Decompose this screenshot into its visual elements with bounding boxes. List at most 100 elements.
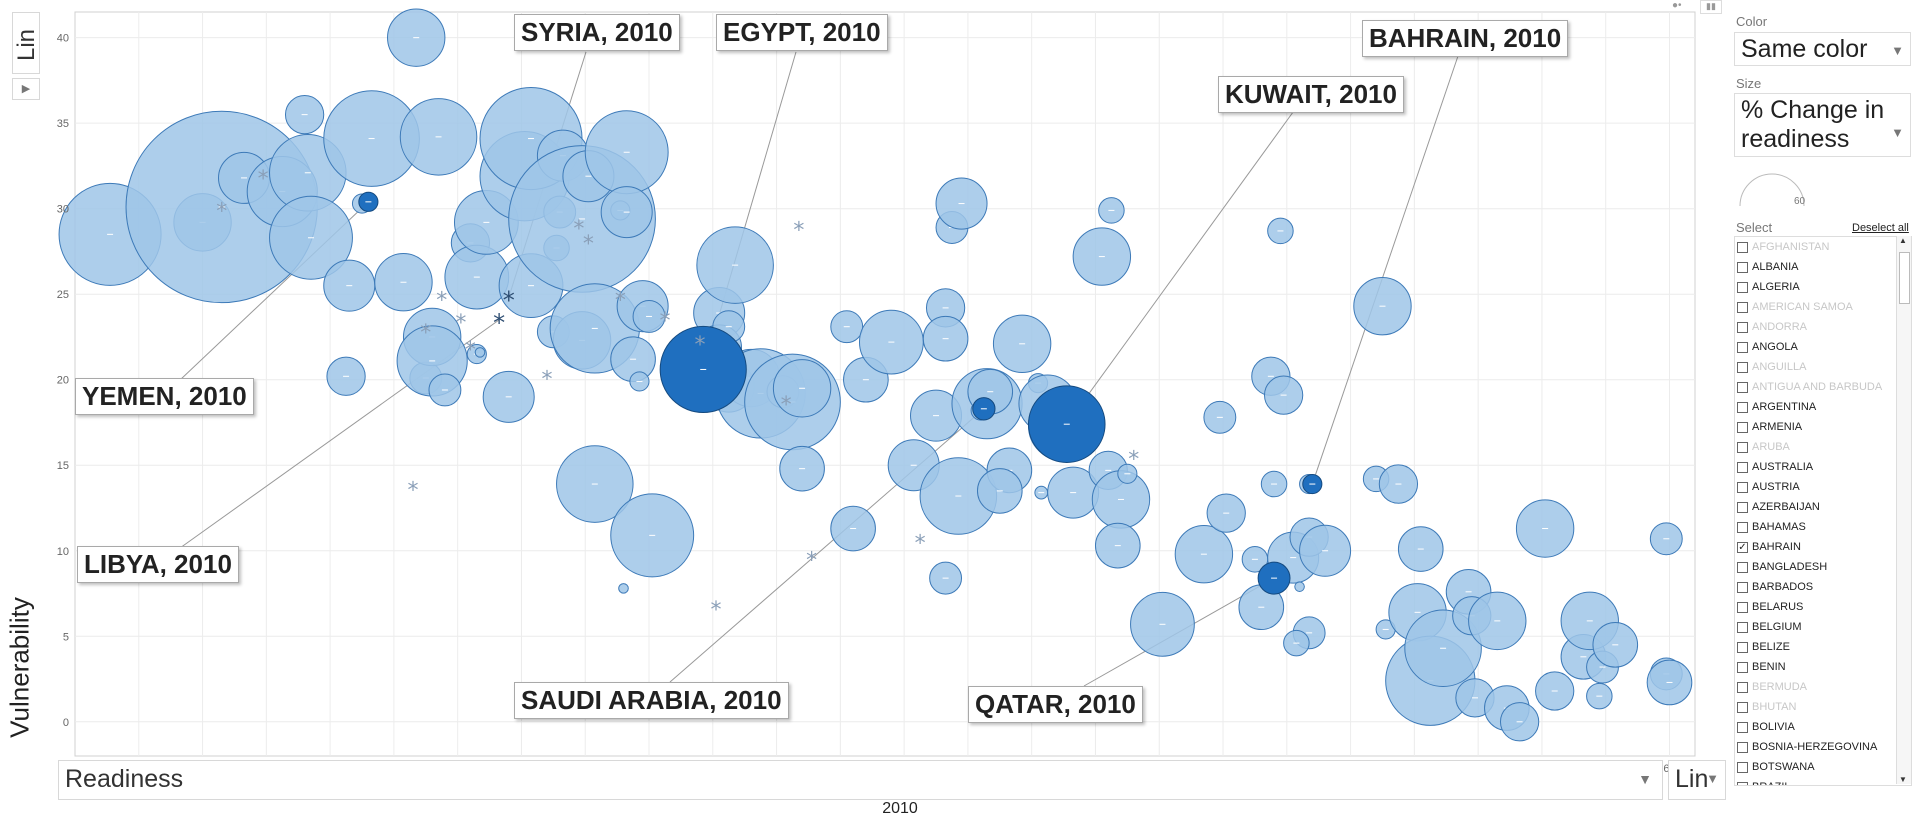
country-checkbox[interactable] [1737,381,1748,393]
country-checkbox[interactable] [1737,641,1748,653]
country-list-item[interactable]: BELARUS [1735,597,1911,617]
country-list-item[interactable]: BOSNIA-HERZEGOVINA [1735,737,1911,757]
country-checkbox[interactable] [1737,341,1748,353]
country-checkbox[interactable] [1737,501,1748,513]
x-variable-dropdown[interactable]: Readiness ▼ [58,760,1663,800]
country-list-scrollbar[interactable]: ▲ ▼ [1896,236,1911,784]
country-label: BOLIVIA [1752,721,1795,733]
country-label: BARBADOS [1752,581,1814,593]
y-play-arrow-icon[interactable]: ▶ [12,78,40,100]
country-list-item[interactable]: BOTSWANA [1735,757,1911,777]
country-label: BRAZIL [1752,781,1791,785]
country-checkbox[interactable] [1737,741,1748,753]
country-checkbox[interactable] [1737,721,1748,733]
callout-label[interactable]: QATAR, 2010 [968,686,1143,723]
country-checkbox[interactable] [1737,301,1748,313]
country-list-item[interactable]: BERMUDA [1735,677,1911,697]
country-label: ANGUILLA [1752,361,1807,373]
country-label: ALBANIA [1752,261,1799,273]
scroll-down-icon[interactable]: ▼ [1899,775,1907,784]
country-list-item[interactable]: BHUTAN [1735,697,1911,717]
asterisk-marker: * [455,311,466,336]
country-checkbox[interactable] [1737,281,1748,293]
country-checkbox[interactable] [1737,521,1748,533]
asterisk-marker: * [659,309,670,334]
country-checkbox[interactable] [1737,321,1748,333]
asterisk-marker: * [216,200,227,225]
country-checkbox[interactable] [1737,581,1748,593]
country-checkbox[interactable] [1737,781,1748,785]
country-label: AMERICAN SAMOA [1752,301,1853,313]
country-list-item[interactable]: ALGERIA [1735,277,1911,297]
country-checkbox[interactable] [1737,761,1748,773]
country-list-item[interactable]: AUSTRIA [1735,477,1911,497]
country-checkbox[interactable]: ✓ [1737,541,1748,553]
country-list-item[interactable]: ARMENIA [1735,417,1911,437]
country-label: ANTIGUA AND BARBUDA [1752,381,1883,393]
country-list-item[interactable]: BOLIVIA [1735,717,1911,737]
color-dropdown[interactable]: Same color ▼ [1734,32,1911,66]
deselect-all-link[interactable]: Deselect all [1852,222,1909,234]
callout-label[interactable]: KUWAIT, 2010 [1218,76,1404,113]
country-list-item[interactable]: AUSTRALIA [1735,457,1911,477]
country-list-item[interactable]: ANDORRA [1735,317,1911,337]
country-label: ANGOLA [1752,341,1798,353]
country-checkbox[interactable] [1737,621,1748,633]
country-checkbox[interactable] [1737,401,1748,413]
country-list-item[interactable]: BAHAMAS [1735,517,1911,537]
country-list-item[interactable]: BARBADOS [1735,577,1911,597]
asterisk-marker: * [806,549,817,574]
bubble-chart-icon[interactable]: ●• [1672,0,1682,11]
country-list-item[interactable]: ANGUILLA [1735,357,1911,377]
country-list-item[interactable]: BRAZIL [1735,777,1911,785]
country-list-item[interactable]: BELIZE [1735,637,1911,657]
country-checkbox[interactable] [1737,481,1748,493]
country-list-item[interactable]: ARUBA [1735,437,1911,457]
size-value-line1: % Change in [1741,96,1885,124]
country-list-item[interactable]: BENIN [1735,657,1911,677]
country-checkbox[interactable] [1737,661,1748,673]
chevron-down-icon: ▼ [1891,43,1904,58]
country-list[interactable]: AFGHANISTAN ALBANIA ALGERIA AMERICAN SAMOA A… [1734,236,1912,786]
country-checkbox[interactable] [1737,361,1748,373]
country-list-item[interactable]: ALBANIA [1735,257,1911,277]
country-list-item[interactable]: ARGENTINA [1735,397,1911,417]
country-checkbox[interactable] [1737,701,1748,713]
country-checkbox[interactable] [1737,441,1748,453]
callout-label[interactable]: BAHRAIN, 2010 [1362,20,1569,57]
bar-chart-icon[interactable]: ▮▮ [1700,0,1722,14]
country-list-item[interactable]: ANTIGUA AND BARBUDA [1735,377,1911,397]
callout-label[interactable]: SYRIA, 2010 [514,14,680,51]
scroll-up-icon[interactable]: ▲ [1899,236,1907,245]
country-checkbox[interactable] [1737,421,1748,433]
callout-label[interactable]: SAUDI ARABIA, 2010 [514,682,789,719]
y-scale-button[interactable]: Lin [12,12,40,74]
asterisk-marker: * [793,219,804,244]
country-list-item[interactable]: AZERBAIJAN [1735,497,1911,517]
asterisk-marker: * [615,289,626,314]
scatter-plot[interactable]: ********************* 121416182022242628… [0,0,1717,800]
country-label: BENIN [1752,661,1786,673]
country-checkbox[interactable] [1737,261,1748,273]
size-legend-value: 60 [1794,196,1806,207]
country-list-item[interactable]: BANGLADESH [1735,557,1911,577]
country-list-item[interactable]: BELGIUM [1735,617,1911,637]
asterisk-marker: * [436,289,447,314]
size-label: Size [1736,76,1762,91]
country-list-item[interactable]: AMERICAN SAMOA [1735,297,1911,317]
country-checkbox[interactable] [1737,561,1748,573]
country-checkbox[interactable] [1737,681,1748,693]
callout-label[interactable]: LIBYA, 2010 [77,546,239,583]
callout-label[interactable]: EGYPT, 2010 [716,14,888,51]
scroll-thumb[interactable] [1899,252,1910,304]
callout-label[interactable]: YEMEN, 2010 [75,378,254,415]
country-list-item[interactable]: ✓ BAHRAIN [1735,537,1911,557]
country-checkbox[interactable] [1737,601,1748,613]
country-label: ALGERIA [1752,281,1800,293]
country-list-item[interactable]: ANGOLA [1735,337,1911,357]
country-checkbox[interactable] [1737,241,1748,253]
x-scale-button[interactable]: Lin ▼ [1668,760,1726,800]
country-checkbox[interactable] [1737,461,1748,473]
size-dropdown[interactable]: % Change in readiness ▼ [1734,93,1911,157]
country-list-item[interactable]: AFGHANISTAN [1735,237,1911,257]
